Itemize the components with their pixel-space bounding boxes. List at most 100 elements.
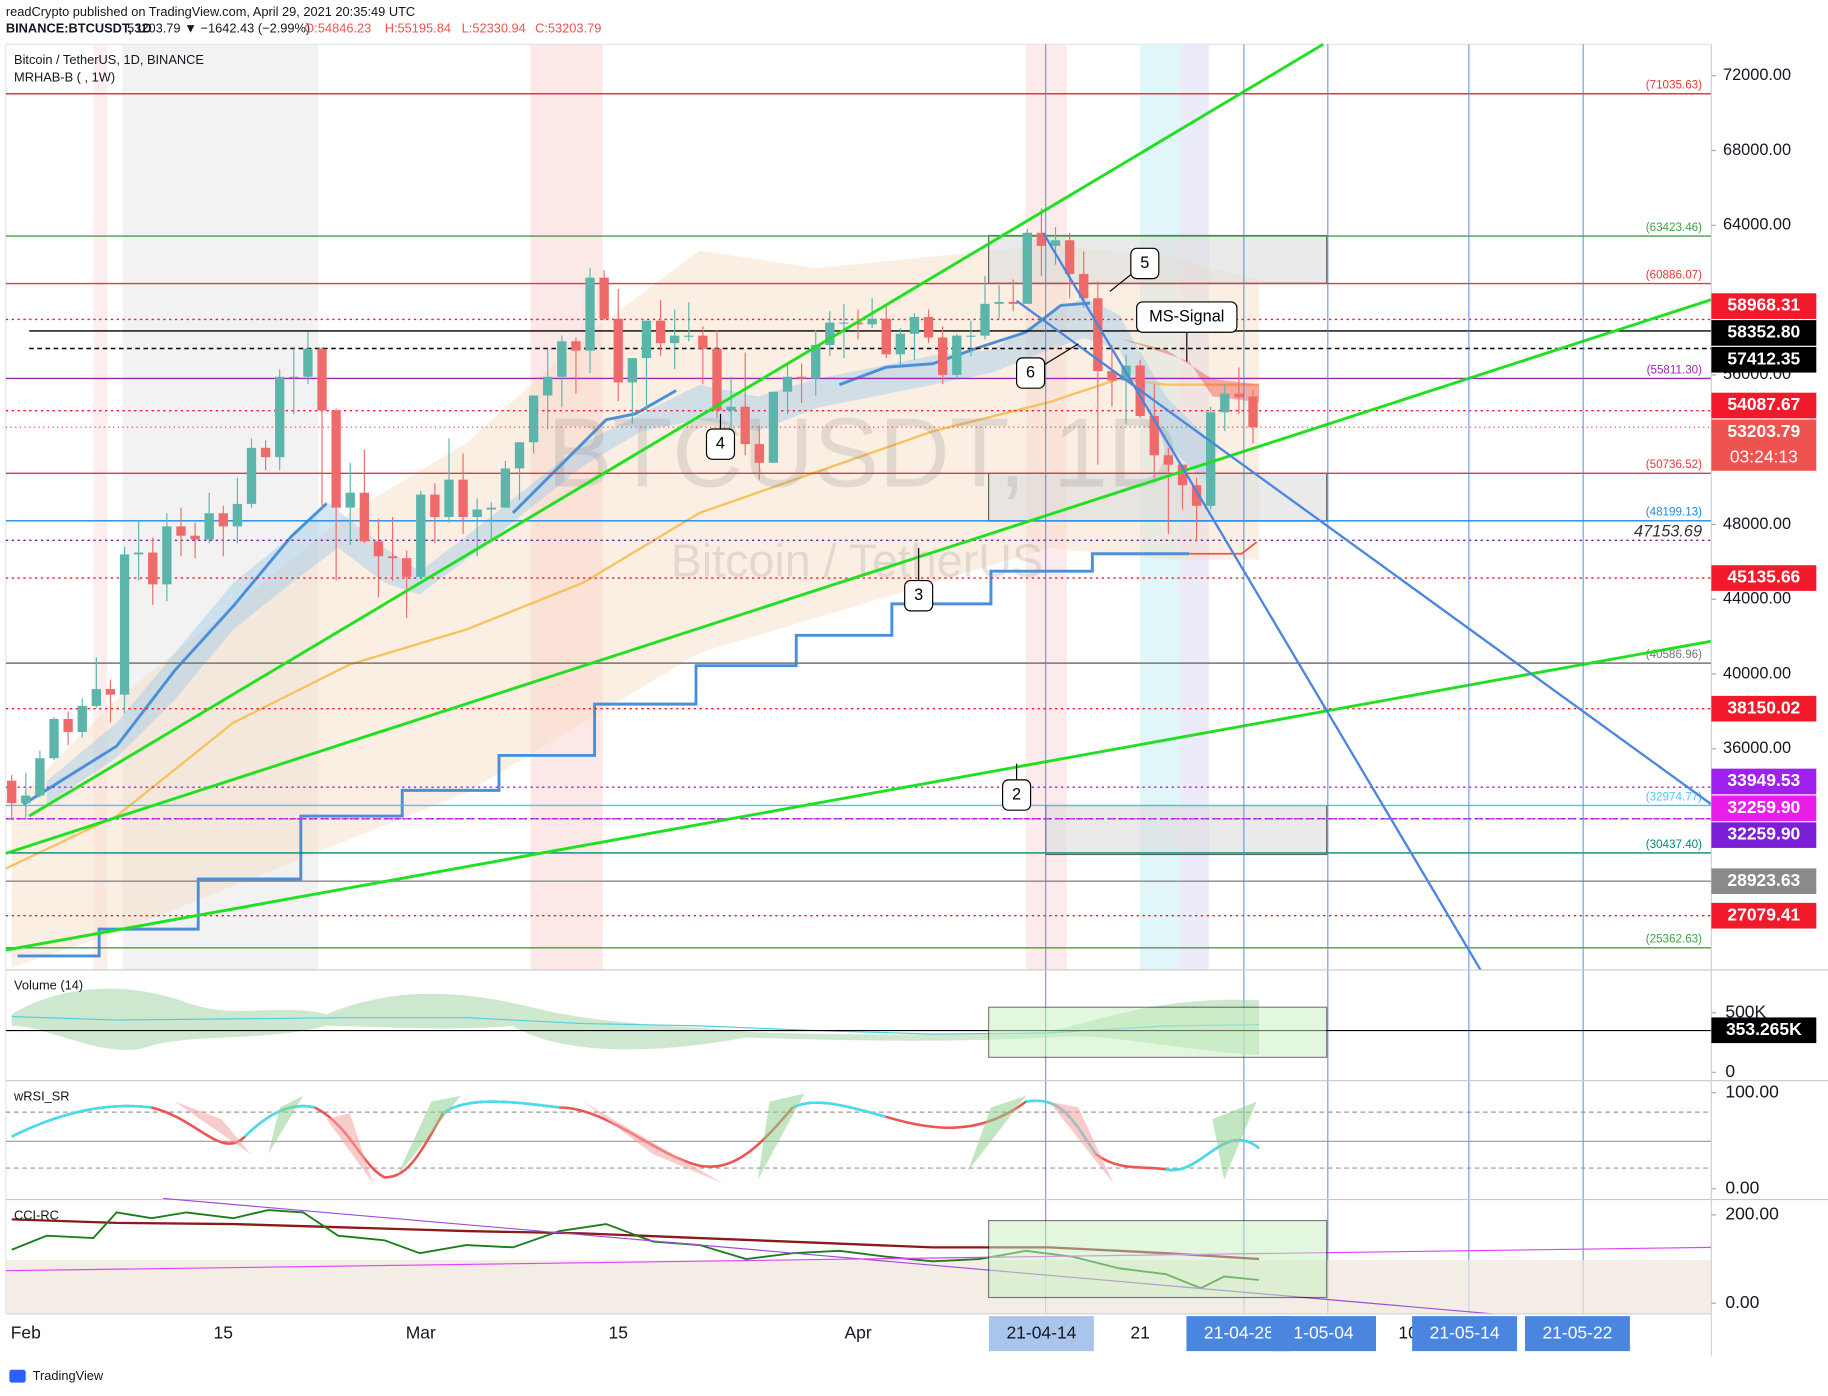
candle-body — [444, 479, 454, 518]
candle-body — [91, 689, 101, 706]
candle-body — [77, 705, 87, 733]
level-label: (63423.46) — [1646, 221, 1702, 234]
pane-tick-label: 0.00 — [1725, 1292, 1759, 1312]
level-label: (55811.30) — [1647, 363, 1703, 376]
legend-title: Bitcoin / TetherUS, 1D, BINANCE — [14, 52, 204, 67]
candle-body — [232, 503, 243, 527]
candle-body — [655, 320, 666, 344]
candle-body — [1177, 464, 1188, 486]
cci-trend — [5, 1246, 1712, 1272]
candle-body — [938, 337, 948, 375]
candle-body — [1036, 232, 1047, 246]
volume-band — [11, 988, 1260, 1056]
price-badge-label: 32259.90 — [1727, 824, 1800, 844]
zone-box — [988, 1219, 1328, 1299]
price-badge — [1711, 795, 1817, 822]
candle-body — [246, 447, 257, 504]
x-tick-label: 15 — [609, 1322, 628, 1342]
candle-body — [204, 513, 214, 540]
callout-label: 2 — [1012, 785, 1021, 803]
x-tick-label: 21 — [1130, 1322, 1149, 1342]
candle-body — [275, 376, 285, 458]
candle-body — [1050, 240, 1061, 246]
candle-body — [613, 318, 623, 383]
band — [1119, 338, 1260, 403]
candle-body — [486, 507, 496, 510]
x-badge — [988, 1316, 1094, 1352]
panes-layer — [5, 44, 1828, 1356]
pane-tick-label: 100.00 — [1725, 1081, 1779, 1101]
candle-body — [796, 376, 807, 379]
candle-body — [21, 795, 31, 804]
x-tick-label: 21-05-22 — [1542, 1322, 1612, 1342]
candle-body — [49, 718, 59, 759]
price-badge-label: 45135.66 — [1727, 567, 1800, 587]
session-shade — [530, 44, 603, 970]
trend-ma — [22, 502, 328, 806]
pane-title: Volume (14) — [14, 978, 83, 993]
candle-body — [514, 442, 525, 469]
symbol: BINANCE:BTCUSDT, 1D — [6, 21, 152, 36]
candle-body — [190, 535, 200, 540]
x-badge — [1412, 1316, 1518, 1352]
candle-body — [472, 509, 482, 518]
x-badge — [1524, 1316, 1630, 1352]
footer: TradingView — [33, 1368, 104, 1383]
change: ▼ −1642.43 (−2.99%) — [184, 21, 310, 36]
candle-body — [811, 344, 821, 379]
callout-label: 3 — [914, 586, 923, 604]
candle-body — [7, 780, 17, 804]
candle-body — [500, 468, 511, 508]
candle-body — [825, 322, 835, 345]
callout-label: MS-Signal — [1149, 307, 1224, 325]
candle-body — [726, 406, 736, 411]
price-badge-label: 58968.31 — [1727, 295, 1800, 315]
trend-ma — [838, 301, 1091, 387]
candle-body — [260, 447, 271, 458]
candle-body — [881, 318, 891, 355]
y-tick-label: 36000.00 — [1723, 739, 1791, 757]
cci-zone — [5, 1260, 1712, 1314]
pane-tick-label: 0 — [1725, 1061, 1735, 1081]
candle-body — [641, 320, 652, 359]
trendline — [5, 639, 1712, 952]
pane-tick-label: 0.00 — [1725, 1177, 1759, 1197]
y-tick-label: 68000.00 — [1723, 141, 1791, 159]
candle-body — [162, 526, 172, 585]
candle-body — [218, 513, 228, 527]
callout-label: 6 — [1026, 363, 1035, 381]
candle-body — [867, 318, 877, 325]
candle-body — [543, 376, 553, 396]
candle-body — [1234, 393, 1244, 398]
candle-body — [430, 494, 440, 518]
candle-body — [994, 301, 1004, 304]
level-label: (71035.63) — [1646, 79, 1702, 92]
trend-ma — [511, 389, 677, 514]
overlay-layer: 5 MS-Signal 6 4 3 2 — [5, 43, 1713, 1314]
candle-body — [317, 348, 327, 411]
candle-body — [345, 492, 355, 508]
candle-body — [1149, 416, 1159, 456]
rsi-band — [174, 1101, 1114, 1184]
callout-label: 4 — [716, 434, 725, 452]
candle-body — [980, 303, 990, 336]
candle-body — [599, 277, 609, 319]
candle-body — [627, 358, 638, 383]
countdown: 03:24:13 — [1730, 447, 1798, 467]
level-label: (60886.07) — [1646, 268, 1702, 281]
candle-body — [35, 758, 45, 796]
candle-body — [303, 348, 313, 377]
candle-body — [966, 335, 976, 337]
level-label: (48199.13) — [1646, 506, 1702, 519]
price-badge-label: 27079.41 — [1727, 904, 1800, 924]
price-badge — [1711, 346, 1817, 373]
band — [11, 244, 1260, 968]
level-label: (32974.77) — [1646, 790, 1702, 803]
callout — [1016, 357, 1046, 389]
price-badge — [1711, 565, 1817, 591]
pane-last-label: 353.265K — [1726, 1019, 1802, 1039]
level-label: (50736.52) — [1646, 458, 1702, 471]
trendline — [28, 43, 1324, 818]
